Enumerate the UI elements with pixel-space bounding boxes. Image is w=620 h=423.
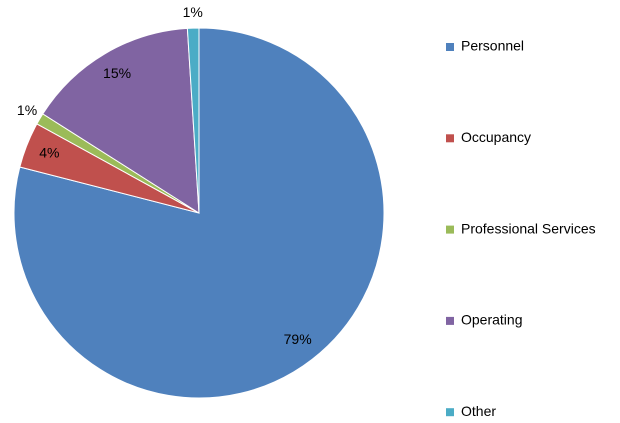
pie-slice <box>186 27 200 214</box>
legend-label: Operating <box>461 312 522 328</box>
legend-label: Occupancy <box>461 129 531 145</box>
data-label: 4% <box>39 144 59 160</box>
data-label: 1% <box>17 102 37 118</box>
data-label: 1% <box>183 4 203 20</box>
legend-label: Other <box>461 403 496 419</box>
legend-label: Professional Services <box>461 220 596 236</box>
data-label: 15% <box>103 65 131 81</box>
legend-swatch <box>446 316 454 325</box>
legend-swatch <box>446 43 454 51</box>
data-label: 79% <box>284 331 312 347</box>
legend-swatch <box>446 408 454 417</box>
legend-label: Personnel <box>461 38 524 54</box>
legend-swatch <box>446 134 454 143</box>
legend-swatch <box>446 225 454 234</box>
pie-slice <box>42 27 200 214</box>
